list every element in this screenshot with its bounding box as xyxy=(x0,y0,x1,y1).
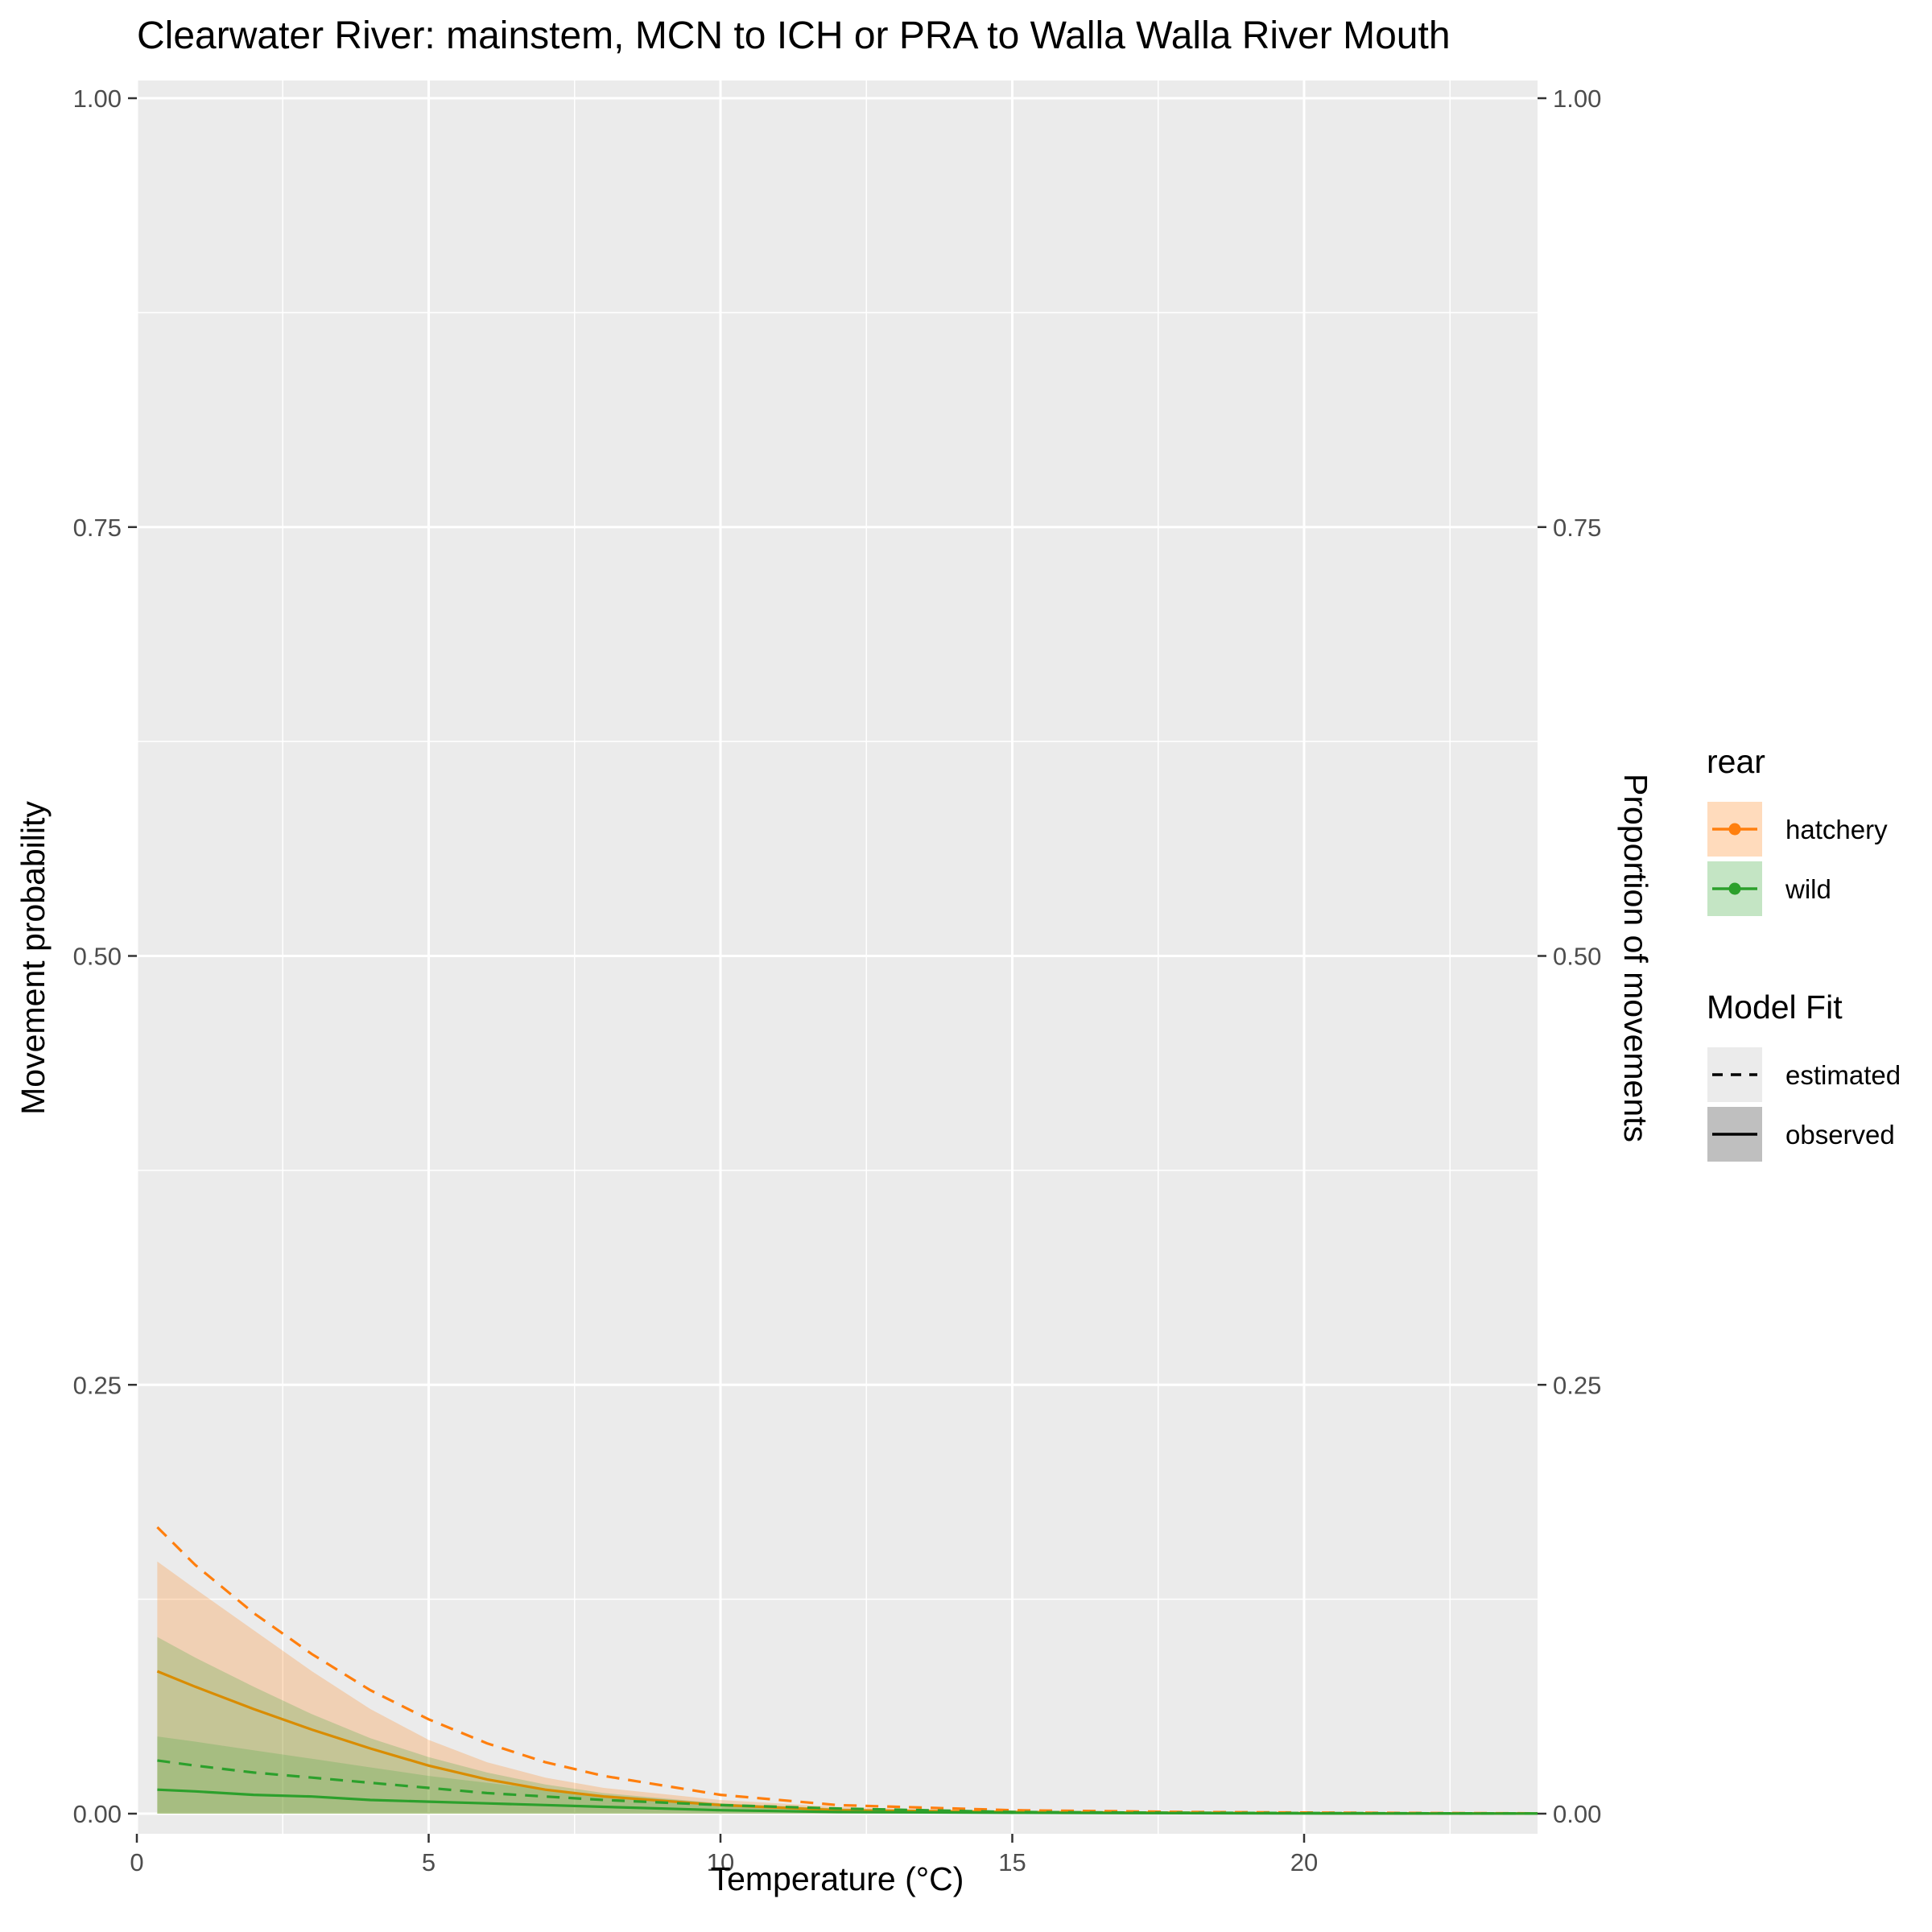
y-right-tick-label: 0.75 xyxy=(1553,514,1601,542)
x-axis-title: Temperature (°C) xyxy=(711,1860,964,1897)
y-right-tick-label: 0.25 xyxy=(1553,1371,1601,1399)
y-axis-right-title: Proportion of movements xyxy=(1617,774,1654,1142)
x-tick-label: 0 xyxy=(130,1848,143,1876)
y-right-tick-label: 0.50 xyxy=(1553,943,1601,971)
legend-key-point-hatchery xyxy=(1728,823,1741,836)
legend-title-model-fit: Model Fit xyxy=(1707,989,1843,1026)
y-tick-label: 1.00 xyxy=(73,85,122,113)
x-tick-label: 20 xyxy=(1290,1848,1318,1876)
legend: rear Model Fit hatchery wild estimated obse… xyxy=(1706,743,1901,1163)
plot-panel xyxy=(135,80,1538,1834)
legend-label-observed: observed xyxy=(1785,1120,1895,1150)
y-tick-label: 0.50 xyxy=(73,943,122,971)
x-tick-label: 5 xyxy=(422,1848,436,1876)
line-wild-estimated xyxy=(157,1759,1538,1815)
legend-key-point-wild xyxy=(1728,882,1741,895)
y-tick-label: 0.75 xyxy=(73,514,122,542)
line-wild-observed xyxy=(157,1788,1538,1815)
legend-label-hatchery: hatchery xyxy=(1785,815,1888,844)
axes: 0 5 10 15 20 0.00 0.00 0.25 0.25 0.50 0.50 0.75 0.75… xyxy=(73,85,1602,1876)
y-right-tick-label: 1.00 xyxy=(1553,85,1601,113)
legend-label-wild: wild xyxy=(1785,874,1831,904)
y-axis-title: Movement probability xyxy=(14,801,52,1115)
legend-label-estimated: estimated xyxy=(1785,1060,1901,1090)
ribbon-hatchery-0 xyxy=(157,1561,1538,1814)
x-tick-label: 10 xyxy=(707,1848,734,1876)
x-tick-label: 15 xyxy=(998,1848,1026,1876)
ribbon-wild-2 xyxy=(157,1736,1538,1814)
y-right-tick-label: 0.00 xyxy=(1553,1800,1601,1828)
legend-title-rear: rear xyxy=(1707,743,1765,780)
series-lines xyxy=(156,1525,1538,1815)
y-tick-label: 0.25 xyxy=(73,1371,122,1399)
chart-title: Clearwater River: mainstem, MCN to ICH o… xyxy=(137,14,1451,57)
y-tick-label: 0.00 xyxy=(73,1800,122,1828)
